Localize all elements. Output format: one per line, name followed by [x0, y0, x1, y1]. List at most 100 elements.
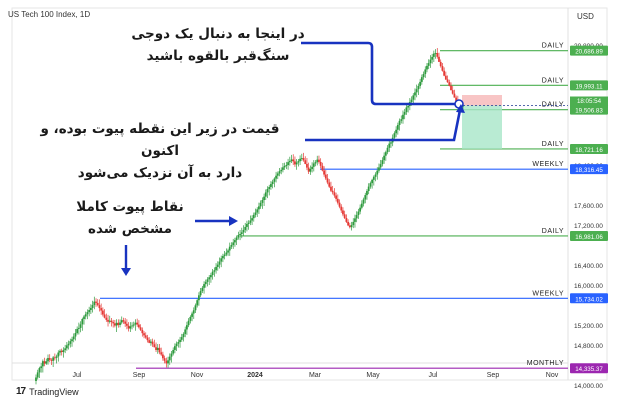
annotation-pivot-line-1: قیمت در زیر این نقطه پیوت بوده، و اکنون: [40, 121, 280, 159]
candle-body: [292, 159, 295, 162]
candle-body: [393, 133, 396, 138]
candle-body: [422, 74, 425, 78]
x-tick-label: May: [366, 372, 380, 379]
candle-body: [448, 82, 451, 86]
candle-body: [249, 220, 252, 223]
candle-body: [266, 189, 269, 193]
tradingview-branding[interactable]: 17 TradingView: [16, 386, 79, 397]
candle-body: [326, 178, 329, 183]
candle-body: [213, 270, 216, 272]
candle-body: [93, 301, 96, 306]
candle-body: [451, 90, 454, 94]
candle-body: [222, 256, 224, 259]
candle-body: [131, 325, 133, 327]
candle-body: [175, 343, 178, 347]
candle-body: [429, 59, 432, 64]
candle-body: [364, 195, 367, 200]
candle-body: [48, 358, 51, 360]
candle-body: [357, 211, 360, 216]
candle-body: [141, 329, 144, 334]
candle-body: [396, 125, 399, 130]
annotation-pivot-line-2: دارد به آن نزدیک می‌شود: [77, 165, 243, 181]
candle-body: [407, 106, 410, 108]
candle-body: [319, 161, 322, 166]
candle-body: [120, 320, 123, 323]
candle-body: [436, 53, 439, 57]
candle-body: [306, 163, 308, 168]
candle-body: [192, 310, 195, 314]
candle-body: [415, 89, 418, 93]
candle-body: [333, 192, 336, 196]
candle-body: [72, 336, 75, 340]
candle-body: [71, 339, 73, 342]
candle-body: [148, 340, 151, 343]
tradingview-logo-icon: 17: [16, 386, 26, 397]
candle-body: [246, 224, 248, 227]
candle-body: [211, 271, 214, 276]
candle-body: [398, 120, 401, 125]
x-tick-label: Nov: [546, 372, 559, 379]
candle-body: [234, 240, 236, 243]
level-price-label: 19,506.83: [575, 108, 603, 115]
candle-body: [271, 181, 274, 185]
annotation-points-line-2: مشخص شده: [88, 221, 172, 237]
candle-body: [43, 361, 46, 364]
candle-body: [35, 377, 37, 381]
candle-body: [300, 158, 303, 159]
candle-body: [455, 97, 458, 102]
level-price-label: 18,316.45: [575, 167, 603, 174]
candle-body: [95, 301, 97, 303]
candle-body: [318, 159, 320, 162]
candle-body: [225, 252, 228, 255]
candle-body: [378, 167, 380, 171]
candle-body: [96, 302, 99, 306]
candle-body: [40, 366, 43, 369]
candle-body: [149, 341, 152, 343]
candle-body: [372, 176, 375, 180]
y-tick-label: 16,000.00: [574, 283, 603, 290]
candle-body: [153, 344, 156, 348]
candle-body: [259, 202, 262, 207]
candle-body: [335, 195, 338, 199]
candle-body: [275, 175, 277, 179]
candle-body: [134, 322, 137, 325]
chart-title: US Tech 100 Index, 1D: [8, 10, 91, 19]
candle-body: [240, 232, 243, 234]
level-label: MONTHLY: [527, 360, 564, 367]
candle-body: [191, 313, 193, 317]
candle-body: [287, 162, 289, 165]
candle-body: [208, 277, 211, 280]
currency-label: USD: [577, 12, 594, 21]
candle-body: [403, 112, 406, 115]
candle-body: [395, 129, 398, 134]
x-tick-label: Jul: [73, 372, 82, 379]
pivot-arrow: [305, 109, 462, 142]
level-price-label: 14,335.37: [575, 366, 603, 373]
level-price-badge: [570, 45, 608, 56]
candle-body: [91, 305, 94, 308]
candle-body: [198, 295, 200, 301]
current-time-label: 18:05:54: [577, 98, 602, 105]
weekly-pointer-arrowhead: [121, 268, 131, 276]
pivot-arrowhead: [456, 104, 465, 113]
candle-body: [347, 221, 350, 226]
candle-body: [146, 337, 149, 341]
candle-body: [304, 160, 307, 164]
candle-body: [204, 281, 207, 285]
candle-body: [453, 93, 456, 98]
candle-body: [81, 319, 84, 325]
candle-body: [227, 250, 229, 253]
x-tick-label: Jul: [429, 372, 438, 379]
annotation-doji-line-1: در اینجا به دنبال یک دوجی: [131, 26, 305, 42]
candle-body: [371, 179, 374, 184]
candle-body: [115, 322, 118, 326]
candle-body: [194, 305, 197, 311]
candle-body: [165, 360, 168, 364]
candle-body: [59, 350, 61, 353]
level-label: WEEKLY: [532, 161, 564, 168]
candle-body: [206, 279, 209, 282]
candle-body: [167, 360, 169, 364]
candle-body: [160, 352, 163, 355]
candle-body: [348, 225, 351, 228]
